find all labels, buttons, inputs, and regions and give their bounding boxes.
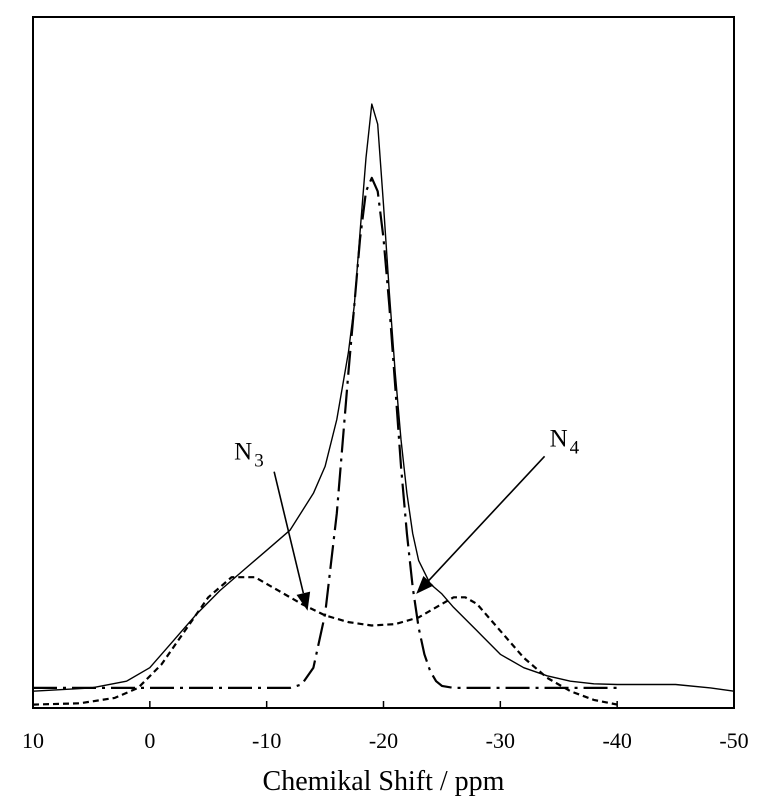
series-line-solid bbox=[32, 103, 735, 692]
annotation-arrow-head bbox=[296, 591, 311, 611]
x-tick-label: -30 bbox=[486, 728, 515, 753]
annotation-arrow-head bbox=[416, 575, 434, 594]
plot-frame bbox=[32, 16, 735, 709]
annotation-arrow-shaft bbox=[273, 471, 305, 594]
x-tick-label: -10 bbox=[252, 728, 281, 753]
x-tick-label: 0 bbox=[144, 728, 155, 753]
x-tick-label: 10 bbox=[22, 728, 44, 753]
x-ticks: 10 0 -10 -20 -30 -40 -50 bbox=[22, 701, 749, 753]
series-layer bbox=[32, 103, 735, 706]
x-tick-label: -20 bbox=[369, 728, 398, 753]
x-tick-label: -40 bbox=[603, 728, 632, 753]
x-axis-title: Chemikal Shift / ppm bbox=[263, 766, 505, 797]
series-line-dashed bbox=[32, 576, 618, 706]
x-tick-label: -50 bbox=[719, 728, 748, 753]
annotation-arrow-shaft bbox=[427, 455, 546, 582]
annotations: N 3 N 4 bbox=[234, 425, 580, 611]
series-line-dash-dot bbox=[33, 176, 618, 690]
